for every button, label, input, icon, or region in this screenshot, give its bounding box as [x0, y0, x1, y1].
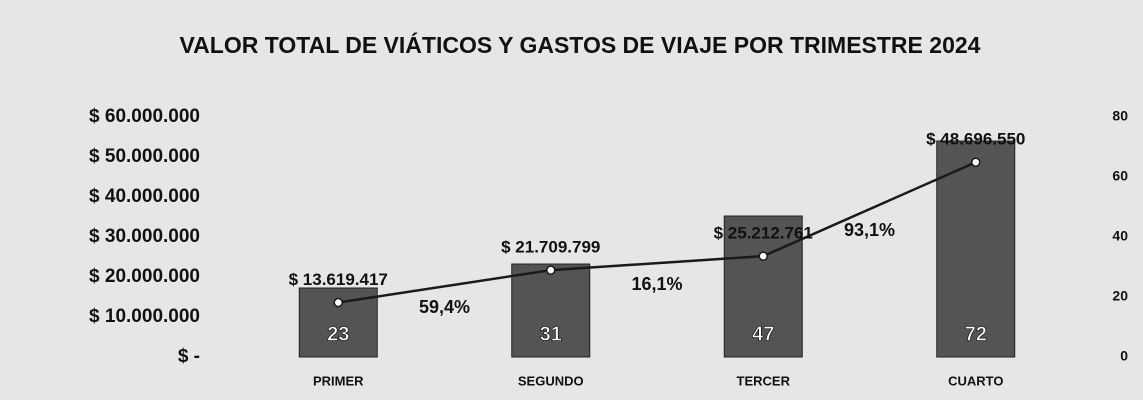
y-tick-label: $ 30.000.000	[89, 226, 200, 247]
bar-label: 47	[752, 323, 774, 345]
bar-label: 23	[327, 323, 349, 345]
line-point	[758, 251, 768, 261]
y2-tick-label: 0	[1120, 348, 1128, 364]
growth-annotation: 59,4%	[419, 297, 470, 317]
line-value-label: $ 21.709.799	[501, 238, 600, 257]
y-tick-label: $ 40.000.000	[89, 186, 200, 207]
line-value-label: $ 25.212.761	[714, 224, 813, 243]
growth-annotation: 93,1%	[844, 220, 895, 240]
y-tick-label: $ -	[178, 346, 200, 367]
x-tick-label: PRIMER	[313, 373, 364, 388]
line-point	[546, 265, 556, 275]
line	[338, 161, 977, 304]
y2-tick-label: 40	[1112, 228, 1128, 244]
bar-label: 31	[540, 323, 562, 345]
line-value-label: $ 48.696.550	[926, 130, 1025, 149]
line-point	[971, 157, 981, 167]
y-tick-label: $ 20.000.000	[89, 266, 200, 287]
x-tick-label: SEGUNDO	[518, 373, 584, 388]
y-tick-label: $ 60.000.000	[89, 106, 200, 127]
growth-annotation: 16,1%	[631, 274, 682, 294]
x-tick-label: TERCER	[737, 373, 791, 388]
line-value-label: $ 13.619.417	[289, 270, 388, 289]
y-tick-label: $ 10.000.000	[89, 306, 200, 327]
bar-label: 72	[965, 323, 987, 345]
bar	[723, 215, 803, 358]
y2-tick-label: 60	[1112, 168, 1128, 184]
y2-tick-label: 20	[1112, 288, 1128, 304]
bar	[511, 263, 591, 358]
y2-tick-label: 80	[1112, 108, 1128, 124]
x-tick-label: CUARTO	[948, 373, 1003, 388]
bar	[936, 140, 1016, 358]
y-tick-label: $ 50.000.000	[89, 146, 200, 167]
chart-title: VALOR TOTAL DE VIÁTICOS Y GASTOS DE VIAJ…	[180, 31, 981, 58]
line-point	[333, 297, 343, 308]
